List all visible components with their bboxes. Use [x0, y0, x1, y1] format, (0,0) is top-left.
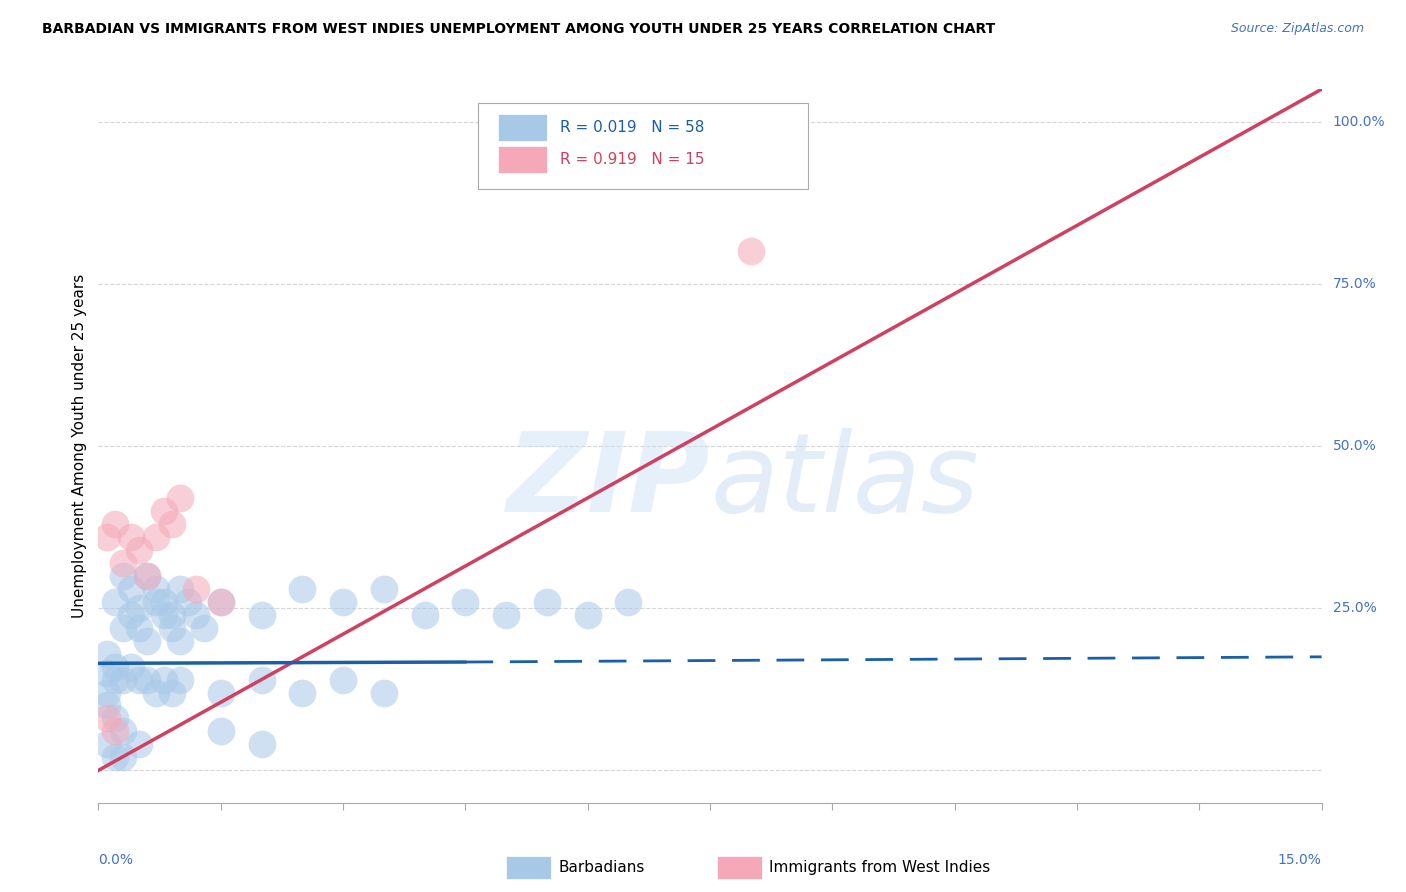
Point — [128, 601, 150, 615]
Point — [96, 666, 118, 681]
Point — [495, 607, 517, 622]
Point — [152, 595, 174, 609]
Text: BARBADIAN VS IMMIGRANTS FROM WEST INDIES UNEMPLOYMENT AMONG YOUTH UNDER 25 YEARS: BARBADIAN VS IMMIGRANTS FROM WEST INDIES… — [42, 22, 995, 37]
Y-axis label: Unemployment Among Youth under 25 years: Unemployment Among Youth under 25 years — [72, 274, 87, 618]
Point — [145, 595, 167, 609]
Text: 100.0%: 100.0% — [1333, 115, 1385, 128]
Point — [128, 738, 150, 752]
Point — [104, 750, 127, 764]
Point — [128, 621, 150, 635]
Point — [373, 582, 395, 596]
Bar — [498, 145, 547, 173]
Text: R = 0.019   N = 58: R = 0.019 N = 58 — [560, 120, 704, 136]
Text: 15.0%: 15.0% — [1278, 853, 1322, 867]
Point — [169, 491, 191, 505]
Point — [104, 516, 127, 531]
Point — [111, 556, 134, 570]
Point — [413, 607, 436, 622]
Point — [111, 673, 134, 687]
Point — [177, 595, 200, 609]
Point — [193, 621, 215, 635]
Point — [169, 673, 191, 687]
Point — [136, 568, 159, 582]
Point — [160, 621, 183, 635]
Point — [160, 685, 183, 699]
Point — [120, 607, 142, 622]
Point — [120, 530, 142, 544]
Point — [120, 582, 142, 596]
Point — [96, 647, 118, 661]
Point — [104, 724, 127, 739]
Point — [617, 595, 640, 609]
Point — [136, 568, 159, 582]
Point — [128, 542, 150, 557]
Text: 0.0%: 0.0% — [98, 853, 134, 867]
Text: Source: ZipAtlas.com: Source: ZipAtlas.com — [1230, 22, 1364, 36]
Point — [145, 530, 167, 544]
Point — [250, 607, 273, 622]
Point — [104, 595, 127, 609]
Point — [152, 607, 174, 622]
Point — [250, 738, 273, 752]
Text: atlas: atlas — [710, 428, 979, 535]
Point — [209, 595, 232, 609]
Point — [291, 582, 314, 596]
Point — [186, 582, 208, 596]
Point — [209, 595, 232, 609]
Bar — [498, 114, 547, 141]
Point — [96, 738, 118, 752]
Point — [111, 621, 134, 635]
Point — [169, 633, 191, 648]
Point — [160, 607, 183, 622]
Point — [250, 673, 273, 687]
Point — [136, 673, 159, 687]
Point — [111, 568, 134, 582]
Point — [104, 711, 127, 725]
Point — [536, 595, 558, 609]
Point — [111, 724, 134, 739]
Text: Immigrants from West Indies: Immigrants from West Indies — [769, 860, 990, 874]
Point — [104, 673, 127, 687]
Point — [152, 673, 174, 687]
Point — [209, 685, 232, 699]
Point — [373, 685, 395, 699]
Point — [152, 504, 174, 518]
Text: 25.0%: 25.0% — [1333, 601, 1376, 615]
Point — [740, 244, 762, 259]
Point — [136, 633, 159, 648]
Point — [291, 685, 314, 699]
Point — [96, 685, 118, 699]
Point — [186, 607, 208, 622]
Point — [332, 673, 354, 687]
Point — [96, 698, 118, 713]
Text: 75.0%: 75.0% — [1333, 277, 1376, 291]
Text: 50.0%: 50.0% — [1333, 439, 1376, 453]
Point — [111, 750, 134, 764]
Point — [96, 530, 118, 544]
Point — [145, 685, 167, 699]
Text: ZIP: ZIP — [506, 428, 710, 535]
Point — [96, 711, 118, 725]
Point — [160, 516, 183, 531]
Point — [209, 724, 232, 739]
Text: Barbadians: Barbadians — [558, 860, 644, 874]
Point — [576, 607, 599, 622]
FancyBboxPatch shape — [478, 103, 808, 189]
Text: R = 0.919   N = 15: R = 0.919 N = 15 — [560, 152, 704, 167]
Point — [145, 582, 167, 596]
Point — [332, 595, 354, 609]
Point — [169, 582, 191, 596]
Point — [120, 659, 142, 673]
Point — [454, 595, 477, 609]
Point — [104, 659, 127, 673]
Point — [128, 673, 150, 687]
